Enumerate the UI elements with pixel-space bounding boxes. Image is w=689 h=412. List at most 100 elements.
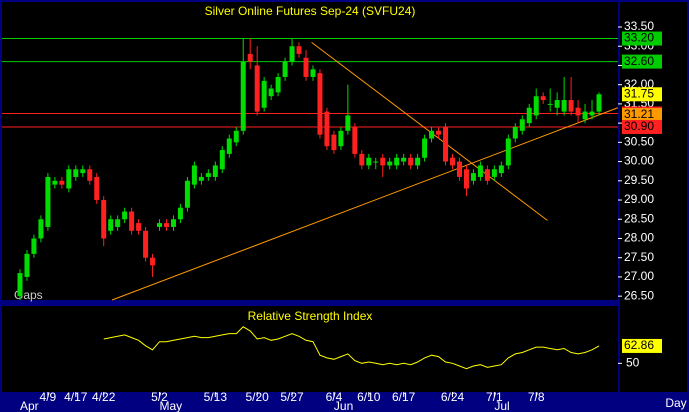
candle-body <box>526 107 532 124</box>
candle-body <box>254 65 260 112</box>
candle-body <box>359 153 365 166</box>
candle-body <box>380 157 386 166</box>
month-label: Jun <box>334 399 353 412</box>
candle-body <box>345 115 351 131</box>
candle-body <box>568 100 574 112</box>
rsi-tick-label: 50 <box>626 356 640 370</box>
x-tick-label: 6/17 <box>392 390 416 404</box>
candle-body <box>338 130 344 147</box>
rsi-title: Relative Strength Index <box>248 309 373 323</box>
candle-body <box>240 61 246 131</box>
level-label: 30.90 <box>624 119 654 133</box>
x-tick-label: 5/27 <box>280 390 304 404</box>
candle-body <box>163 223 169 227</box>
rsi-flag <box>622 338 662 353</box>
candle-body <box>547 103 553 105</box>
candle-body <box>589 111 595 116</box>
x-tick-label: 4/17 <box>64 390 88 404</box>
candle-body <box>52 180 58 185</box>
candle-body <box>331 134 337 151</box>
candle-body <box>282 61 288 77</box>
candle-body <box>261 80 267 108</box>
level-flag <box>622 108 662 123</box>
candle-body <box>59 180 65 185</box>
candle-body <box>226 138 232 154</box>
candle-body <box>408 157 414 166</box>
candle-body <box>582 111 588 120</box>
level-label: 32.60 <box>624 54 654 68</box>
x-tick-label: 6/24 <box>441 390 465 404</box>
candle-body <box>268 88 274 97</box>
y-tick-label: 29.00 <box>624 192 654 206</box>
level-flag <box>622 87 662 102</box>
candle-body <box>219 150 225 170</box>
candle-body <box>422 138 428 158</box>
candle-body <box>24 253 30 277</box>
candle-body <box>554 100 560 108</box>
candle-body <box>198 176 204 181</box>
x-tick-label: 6/10 <box>357 390 381 404</box>
candle-body <box>108 219 114 231</box>
candle-body <box>512 126 518 139</box>
candle-body <box>415 157 421 166</box>
candle-body <box>101 200 107 239</box>
candle-body <box>366 157 372 166</box>
candle-body <box>157 223 163 227</box>
y-tick-label: 30.50 <box>624 135 654 149</box>
candle-body <box>129 211 135 231</box>
candle-body <box>436 130 442 135</box>
candle-body <box>484 169 490 181</box>
month-label: Jul <box>494 399 509 412</box>
candle-body <box>122 211 128 220</box>
x-unit: Day <box>665 396 686 410</box>
candle-body <box>596 94 602 112</box>
candle-body <box>456 161 462 177</box>
candle-body <box>177 207 183 220</box>
candle-body <box>31 238 37 254</box>
y-tick-label: 28.50 <box>624 211 654 225</box>
candle-body <box>310 69 316 77</box>
x-tick-label: 6/4 <box>326 390 343 404</box>
candle-body <box>394 157 400 166</box>
x-tick-label: 7/1 <box>486 390 503 404</box>
level-label: 33.20 <box>624 31 654 45</box>
candle-body <box>303 57 309 77</box>
candle-body <box>233 130 239 143</box>
y-tick-label: 27.00 <box>624 269 654 283</box>
chart-title: Silver Online Futures Sep-24 (SVFU24) <box>205 4 416 18</box>
x-tick-label: 7/8 <box>528 390 545 404</box>
candle-body <box>429 130 435 139</box>
candle-body <box>45 176 51 227</box>
rsi-value-label: 62.86 <box>624 338 654 352</box>
candle-body <box>561 100 567 112</box>
candle-body <box>373 161 379 163</box>
candle-body <box>317 73 323 135</box>
level-label: 31.21 <box>624 107 654 121</box>
candle-body <box>38 219 44 239</box>
candle-body <box>443 126 449 162</box>
candle-body <box>491 169 497 177</box>
x-tick-label: 4/9 <box>40 390 57 404</box>
candle-body <box>463 169 469 189</box>
rsi-line <box>103 326 600 370</box>
candle-body <box>296 46 302 54</box>
month-label: May <box>160 399 183 412</box>
candle-body <box>470 173 476 181</box>
candle-body <box>352 126 358 154</box>
candle-body <box>519 119 525 131</box>
main-panel <box>2 2 618 300</box>
y-tick-label: 26.50 <box>624 288 654 302</box>
candle-body <box>136 223 142 231</box>
x-tick-label: 5/13 <box>204 390 228 404</box>
candle-body <box>150 257 156 266</box>
candle-body <box>87 169 93 181</box>
y-tick-label: 30.00 <box>624 154 654 168</box>
candle-body <box>66 169 72 189</box>
level-flag <box>622 119 662 134</box>
candle-body <box>324 111 330 147</box>
candle-body <box>540 96 546 101</box>
candle-body <box>505 138 511 166</box>
candle-body <box>533 96 539 116</box>
candle-body <box>170 219 176 227</box>
